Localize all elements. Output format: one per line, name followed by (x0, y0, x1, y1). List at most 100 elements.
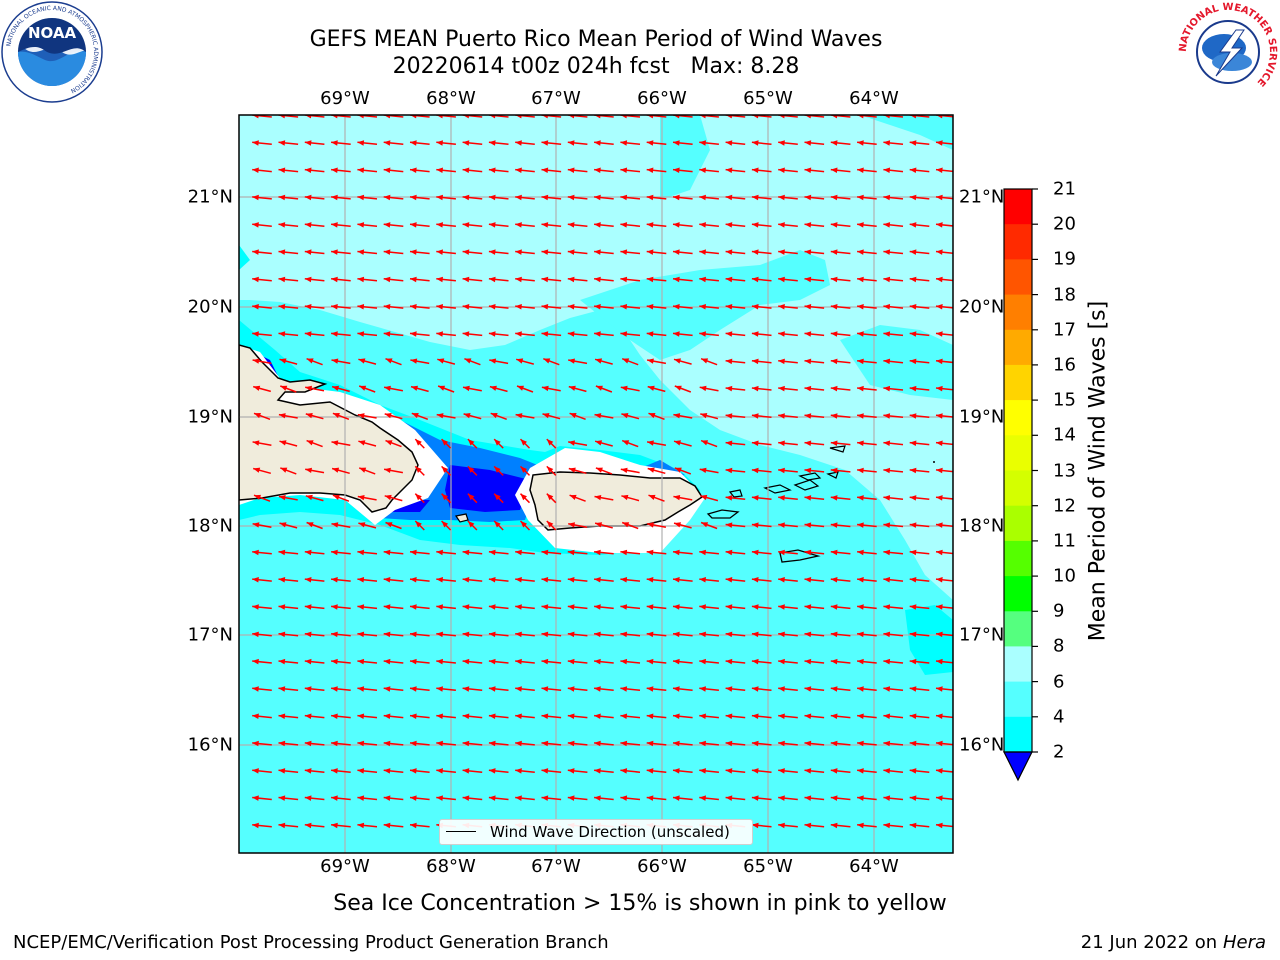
wave-arrow-head (778, 358, 785, 365)
wave-arrow-head (804, 740, 812, 747)
wave-arrow-head (520, 493, 527, 501)
wave-arrow-head (830, 549, 838, 556)
wave-arrow-head (936, 522, 943, 528)
wave-arrow-head (620, 167, 628, 173)
wave-arrow-head (515, 768, 522, 774)
wave-arrow-head (567, 167, 575, 173)
wave-arrow-head (357, 167, 365, 173)
wave-arrow-head (725, 358, 733, 365)
wave-arrow-head (546, 521, 554, 528)
wave-arrow-head (909, 167, 917, 173)
wave-arrow-head (541, 658, 549, 665)
wave-arrow-head (594, 331, 601, 337)
wave-arrow-head (383, 822, 391, 829)
colorbar-band (1004, 646, 1032, 683)
wave-arrow-head (674, 522, 681, 528)
wave-arrow-head (804, 167, 812, 173)
wave-arrow-head (304, 604, 312, 610)
wave-arrow-head (909, 740, 917, 747)
wave-arrow-head (359, 467, 367, 473)
wave-arrow-head (804, 686, 812, 692)
wave-arrow-head (567, 740, 575, 747)
wave-arrow-head (594, 304, 601, 310)
wave-arrow-head (488, 604, 496, 610)
wave-arrow-head (278, 222, 286, 228)
wave-arrow-head (541, 167, 549, 173)
wave-arrow-head (357, 740, 365, 747)
colorbar-band (1004, 540, 1032, 577)
colorbar-label: Mean Period of Wind Waves [s] (1085, 300, 1111, 642)
wave-arrow-head (541, 686, 549, 692)
wave-arrow-head (909, 522, 917, 528)
wave-arrow-head (384, 385, 391, 392)
wave-arrow-head (278, 604, 286, 610)
wave-arrow-head (567, 577, 575, 583)
wave-arrow-head (751, 604, 759, 610)
wave-arrow-head (725, 115, 733, 119)
wave-arrow-head (331, 167, 338, 173)
wave-arrow-head (778, 604, 785, 610)
colorbar-tick-label: 16 (1053, 354, 1076, 376)
wave-arrow-head (699, 331, 706, 337)
wave-arrow-head (436, 631, 443, 638)
wave-arrow-head (751, 222, 759, 228)
wave-arrow-head (462, 549, 470, 556)
wave-arrow-head (620, 768, 628, 774)
wave-arrow-head (830, 331, 838, 337)
wave-arrow-head (594, 140, 601, 146)
lon-label-top-65w: 65°W (743, 88, 793, 109)
wave-arrow-head (620, 658, 628, 665)
wave-arrow-head (567, 795, 575, 801)
wave-arrow-head (436, 413, 444, 419)
wave-arrow-head (383, 331, 391, 337)
wave-arrow-head (383, 115, 391, 119)
wave-arrow-head (331, 249, 338, 255)
wave-arrow-head (936, 549, 943, 556)
wave-arrow-head (778, 822, 785, 829)
wave-arrow-head (646, 604, 654, 610)
wave-arrow-head (383, 768, 391, 774)
wave-arrow-head (494, 493, 501, 501)
wave-arrow-head (620, 304, 628, 310)
wave-arrow-head (462, 768, 470, 774)
wave-arrow-head (857, 385, 864, 392)
wave-arrow-head (830, 222, 838, 228)
wave-arrow-head (673, 658, 680, 665)
wave-arrow-head (515, 222, 522, 228)
wave-arrow-head (357, 495, 365, 501)
ocean-6-8-patch-ne (660, 115, 710, 200)
wave-arrow-head (252, 631, 259, 638)
lat-label-right-16n: 16°N (959, 734, 1005, 756)
wave-arrow-head (830, 768, 838, 774)
wave-arrow-head (699, 686, 706, 692)
wave-arrow-head (441, 493, 449, 501)
wave-arrow-head (883, 740, 891, 747)
wave-arrow-head (936, 686, 943, 692)
wave-arrow-head (410, 822, 417, 829)
wave-arrow-head (646, 222, 654, 228)
wave-arrow-head (725, 440, 733, 446)
wave-arrow-head (410, 140, 417, 146)
wave-arrow-head (857, 140, 864, 146)
wave-arrow-head (541, 795, 549, 801)
wave-arrow-head (778, 440, 785, 446)
wave-arrow-head (909, 713, 917, 719)
wave-arrow-head (594, 194, 601, 201)
wave-arrow-head (883, 768, 891, 774)
lat-label-right-17n: 17°N (959, 624, 1005, 646)
wave-arrow-head (909, 467, 917, 474)
wave-arrow-head (725, 304, 733, 310)
wave-arrow-head (646, 740, 654, 747)
wave-arrow-head (751, 577, 759, 583)
land-st-croix (779, 549, 821, 563)
colorbar-band (1004, 716, 1032, 753)
wave-arrow-head (567, 249, 575, 255)
wave-arrow-head (804, 385, 812, 392)
wave-arrow-head (909, 194, 917, 201)
wave-arrow-head (520, 439, 527, 446)
wave-arrow-head (778, 304, 785, 310)
wave-arrow-head (357, 194, 365, 201)
wave-arrow-head (673, 276, 680, 283)
wave-arrow-head (541, 631, 549, 638)
wave-arrow-head (436, 194, 443, 201)
